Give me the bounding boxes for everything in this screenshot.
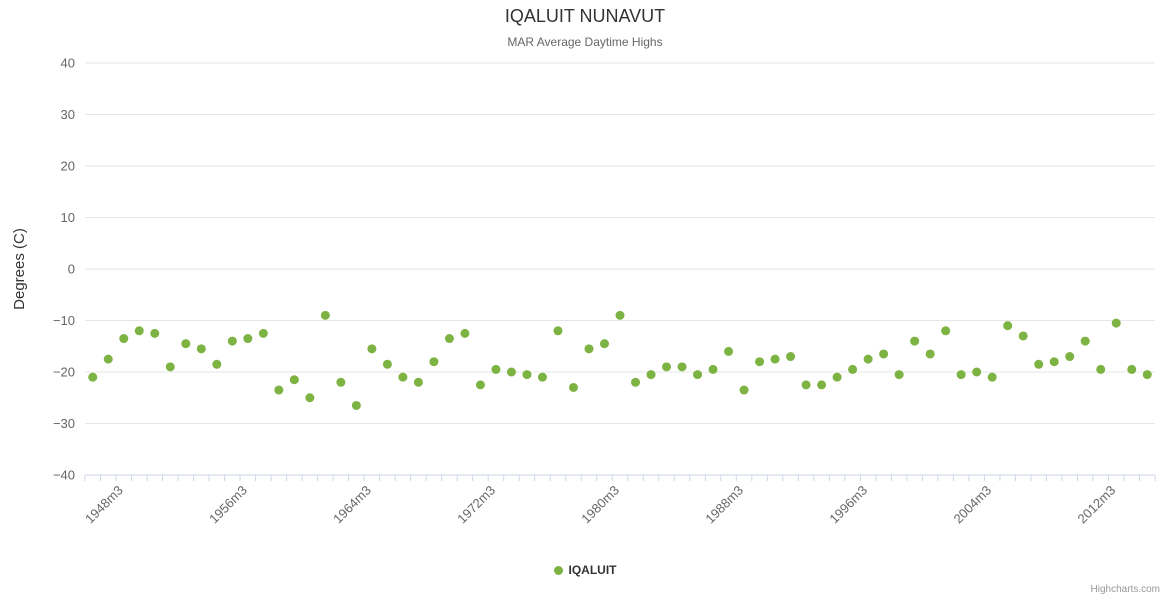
data-point[interactable]: 1963m3: -26.5 xyxy=(351,400,361,410)
data-point[interactable]: 1986m3: -19.5 xyxy=(708,364,718,374)
data-point[interactable]: 1955m3: -14 xyxy=(227,336,237,346)
data-point[interactable]: 1996m3: -17.5 xyxy=(863,354,873,364)
y-axis-tick-label: 0 xyxy=(68,262,75,277)
y-axis-tick-label: 40 xyxy=(61,56,75,71)
x-axis-tick-label: 2012m3 xyxy=(1075,483,1119,527)
data-point[interactable]: 2001m3: -12 xyxy=(941,326,951,336)
credits-link[interactable]: Highcharts.com xyxy=(1090,584,1160,595)
data-point[interactable]: 1952m3: -14.5 xyxy=(181,339,191,349)
data-point[interactable]: 1998m3: -20.5 xyxy=(894,370,904,380)
data-point[interactable]: 2004m3: -21 xyxy=(987,372,997,382)
data-point[interactable]: 1993m3: -22.5 xyxy=(817,380,827,390)
data-point[interactable]: 2003m3: -20 xyxy=(972,367,982,377)
data-point[interactable]: 1962m3: -22 xyxy=(336,377,346,387)
data-point[interactable]: 1969m3: -13.5 xyxy=(444,334,454,344)
y-axis-tick-label: 10 xyxy=(61,210,75,225)
data-point[interactable]: 1977m3: -23 xyxy=(568,382,578,392)
data-point[interactable]: 1975m3: -21 xyxy=(537,372,547,382)
data-point[interactable]: 2000m3: -16.5 xyxy=(925,349,935,359)
data-point[interactable]: 1999m3: -14 xyxy=(910,336,920,346)
data-point[interactable]: 1983m3: -19 xyxy=(662,362,672,372)
data-point[interactable]: 1995m3: -19.5 xyxy=(848,364,858,374)
x-axis-tick-label: 1956m3 xyxy=(206,483,250,527)
data-point[interactable]: 1997m3: -16.5 xyxy=(879,349,889,359)
data-point[interactable]: 1951m3: -19 xyxy=(165,362,175,372)
data-point[interactable]: 1984m3: -19 xyxy=(677,362,687,372)
data-point[interactable]: 1953m3: -15.5 xyxy=(196,344,206,354)
data-point[interactable]: 1959m3: -21.5 xyxy=(289,375,299,385)
chart-subtitle: MAR Average Daytime Highs xyxy=(507,35,663,49)
y-axis-tick-label: 20 xyxy=(61,159,75,174)
x-axis-tick-label: 2004m3 xyxy=(950,483,994,527)
data-point[interactable]: 1950m3: -12.5 xyxy=(150,328,160,338)
data-point[interactable]: 2008m3: -18 xyxy=(1049,357,1059,367)
data-point[interactable]: 1989m3: -18 xyxy=(755,357,765,367)
chart-title: IQALUIT NUNAVUT xyxy=(504,6,666,26)
data-point[interactable]: 1982m3: -20.5 xyxy=(646,370,656,380)
data-point[interactable]: 1978m3: -15.5 xyxy=(584,344,594,354)
data-point[interactable]: 1946m3: -21 xyxy=(88,372,98,382)
data-point[interactable]: 1994m3: -21 xyxy=(832,372,842,382)
data-point[interactable]: 1958m3: -23.5 xyxy=(274,385,284,395)
x-axis-tick-label: 1948m3 xyxy=(82,483,126,527)
data-point[interactable]: 1985m3: -20.5 xyxy=(693,370,703,380)
data-point[interactable]: 2010m3: -14 xyxy=(1080,336,1090,346)
data-point[interactable]: 1961m3: -9 xyxy=(320,310,330,320)
y-axis-title: Degrees (C) xyxy=(11,228,28,310)
data-point[interactable]: 1956m3: -13.5 xyxy=(243,334,253,344)
legend-item-iqaluit[interactable]: IQALUIT xyxy=(0,563,1170,577)
data-point[interactable]: 2012m3: -10.5 xyxy=(1111,318,1121,328)
data-point[interactable]: 1973m3: -20 xyxy=(506,367,516,377)
data-point[interactable]: 1974m3: -20.5 xyxy=(522,370,532,380)
x-axis-tick-label: 1988m3 xyxy=(702,483,746,527)
x-axis-tick-label: 1972m3 xyxy=(454,483,498,527)
y-axis-tick-label: −40 xyxy=(53,468,75,483)
data-point[interactable]: 1990m3: -17.5 xyxy=(770,354,780,364)
data-point[interactable]: 2006m3: -13 xyxy=(1018,331,1028,341)
data-point[interactable]: 1972m3: -19.5 xyxy=(491,364,501,374)
data-point[interactable]: 1979m3: -14.5 xyxy=(599,339,609,349)
data-point[interactable]: 1968m3: -18 xyxy=(429,357,439,367)
data-point[interactable]: 1967m3: -22 xyxy=(413,377,423,387)
data-point[interactable]: 2014m3: -20.5 xyxy=(1142,370,1152,380)
data-point[interactable]: 1965m3: -18.5 xyxy=(382,359,392,369)
data-point[interactable]: 2013m3: -19.5 xyxy=(1127,364,1137,374)
data-point[interactable]: 1992m3: -22.5 xyxy=(801,380,811,390)
y-axis-tick-label: −20 xyxy=(53,365,75,380)
data-point[interactable]: 1976m3: -12 xyxy=(553,326,563,336)
data-point[interactable]: 1971m3: -22.5 xyxy=(475,380,485,390)
data-point[interactable]: 2005m3: -11 xyxy=(1003,321,1013,331)
data-point[interactable]: 2009m3: -17 xyxy=(1065,352,1075,362)
y-axis-tick-label: 30 xyxy=(61,107,75,122)
y-axis-tick-label: −10 xyxy=(53,313,75,328)
data-point[interactable]: 1966m3: -21 xyxy=(398,372,408,382)
legend-marker-icon xyxy=(553,565,563,575)
data-point[interactable]: 1988m3: -23.5 xyxy=(739,385,749,395)
data-point[interactable]: 1957m3: -12.5 xyxy=(258,328,268,338)
data-point[interactable]: 1948m3: -13.5 xyxy=(119,334,129,344)
data-point[interactable]: 1970m3: -12.5 xyxy=(460,328,470,338)
x-axis-tick-label: 1996m3 xyxy=(826,483,870,527)
data-point[interactable]: 1987m3: -16 xyxy=(724,346,734,356)
data-point[interactable]: 1981m3: -22 xyxy=(631,377,641,387)
y-axis-tick-label: −30 xyxy=(53,416,75,431)
data-point[interactable]: 2007m3: -18.5 xyxy=(1034,359,1044,369)
data-point[interactable]: 1991m3: -17 xyxy=(786,352,796,362)
x-axis-tick-label: 1964m3 xyxy=(330,483,374,527)
data-point[interactable]: 1960m3: -25 xyxy=(305,393,315,403)
data-point[interactable]: 1964m3: -15.5 xyxy=(367,344,377,354)
legend-label: IQALUIT xyxy=(568,563,617,577)
data-point[interactable]: 1980m3: -9 xyxy=(615,310,625,320)
x-axis-tick-label: 1980m3 xyxy=(578,483,622,527)
data-point[interactable]: 2011m3: -19.5 xyxy=(1096,364,1106,374)
data-point[interactable]: 1949m3: -12 xyxy=(134,326,144,336)
data-point[interactable]: 1947m3: -17.5 xyxy=(103,354,113,364)
data-point[interactable]: 2002m3: -20.5 xyxy=(956,370,966,380)
data-point[interactable]: 1954m3: -18.5 xyxy=(212,359,222,369)
